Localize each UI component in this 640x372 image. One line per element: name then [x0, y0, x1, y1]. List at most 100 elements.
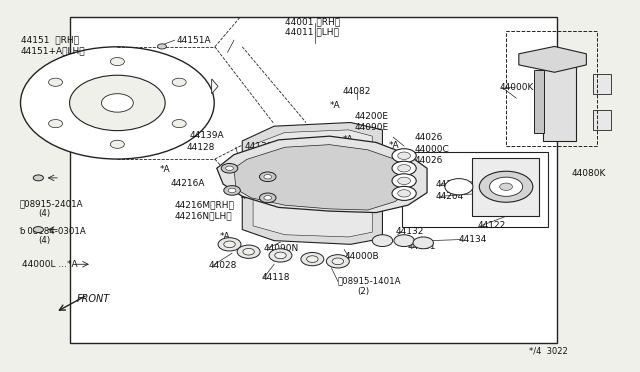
Circle shape: [445, 179, 473, 195]
Circle shape: [243, 248, 254, 255]
FancyBboxPatch shape: [70, 17, 557, 343]
Circle shape: [372, 235, 393, 247]
Circle shape: [394, 235, 414, 247]
Text: */4  3022: */4 3022: [529, 347, 568, 356]
Text: 44080K: 44080K: [572, 169, 606, 177]
Text: 44000L ...*A: 44000L ...*A: [22, 260, 77, 269]
Circle shape: [275, 252, 286, 259]
Circle shape: [392, 161, 416, 175]
Circle shape: [228, 188, 236, 193]
Text: *A: *A: [342, 135, 353, 144]
Circle shape: [226, 166, 234, 170]
Polygon shape: [234, 145, 406, 210]
Text: 44134: 44134: [459, 235, 487, 244]
Text: 44131: 44131: [408, 243, 436, 251]
Circle shape: [70, 75, 165, 131]
Circle shape: [237, 245, 260, 259]
Text: 44090E: 44090E: [355, 123, 389, 132]
Circle shape: [101, 94, 133, 112]
Text: 44000K: 44000K: [500, 83, 534, 92]
Text: 44118: 44118: [261, 273, 290, 282]
Circle shape: [157, 44, 166, 49]
Circle shape: [224, 186, 241, 195]
Text: 44216N〈LH〉: 44216N〈LH〉: [175, 212, 232, 221]
Circle shape: [110, 140, 124, 148]
Text: 44139: 44139: [241, 192, 269, 201]
Text: 44130: 44130: [436, 180, 465, 189]
Circle shape: [264, 174, 271, 179]
Circle shape: [392, 149, 416, 163]
FancyBboxPatch shape: [543, 63, 576, 141]
Circle shape: [259, 193, 276, 203]
Circle shape: [392, 174, 416, 188]
Circle shape: [110, 58, 124, 65]
Polygon shape: [212, 79, 218, 94]
Circle shape: [307, 256, 318, 262]
Text: *A: *A: [276, 196, 287, 205]
Circle shape: [413, 237, 433, 249]
Text: *A: *A: [417, 169, 428, 177]
Circle shape: [301, 253, 324, 266]
Text: 44139: 44139: [245, 142, 273, 151]
Text: 44011 〈LH〉: 44011 〈LH〉: [285, 27, 339, 36]
Circle shape: [479, 171, 533, 202]
Text: 44122: 44122: [478, 221, 506, 230]
Polygon shape: [253, 130, 372, 237]
Text: *A: *A: [159, 165, 170, 174]
Circle shape: [218, 238, 241, 251]
Text: 44216A: 44216A: [170, 179, 205, 187]
Circle shape: [259, 172, 276, 182]
Circle shape: [172, 119, 186, 128]
Circle shape: [392, 186, 416, 201]
Circle shape: [500, 183, 513, 190]
Text: (2): (2): [357, 287, 369, 296]
Circle shape: [49, 78, 63, 86]
Text: Ⓗ08915-1401A: Ⓗ08915-1401A: [338, 277, 401, 286]
Text: *A: *A: [220, 232, 230, 241]
Circle shape: [397, 177, 410, 185]
Polygon shape: [243, 122, 383, 244]
Circle shape: [326, 255, 349, 268]
FancyBboxPatch shape: [534, 70, 544, 133]
Polygon shape: [519, 46, 586, 72]
Text: 44139A: 44139A: [189, 131, 224, 140]
Circle shape: [49, 119, 63, 128]
Text: 44216M〈RH〉: 44216M〈RH〉: [175, 201, 235, 210]
Text: Ⓠ08915-2401A: Ⓠ08915-2401A: [19, 199, 83, 208]
Text: 44151  〈RH〉: 44151 〈RH〉: [20, 36, 79, 45]
Circle shape: [332, 258, 344, 264]
Text: *A: *A: [389, 141, 399, 150]
Text: 44132: 44132: [395, 227, 424, 235]
Text: 44200E: 44200E: [355, 112, 389, 121]
Text: 44151A: 44151A: [177, 36, 211, 45]
Text: 44026: 44026: [414, 133, 443, 142]
Text: *A: *A: [276, 151, 287, 160]
Text: 44001 〈RH〉: 44001 〈RH〉: [285, 17, 340, 26]
Circle shape: [397, 190, 410, 197]
Circle shape: [33, 175, 44, 181]
Text: 44128: 44128: [186, 143, 214, 152]
FancyBboxPatch shape: [401, 152, 548, 227]
Circle shape: [33, 227, 44, 232]
Circle shape: [221, 163, 238, 173]
FancyBboxPatch shape: [472, 158, 539, 216]
Text: 44151+A〈LH〉: 44151+A〈LH〉: [20, 47, 85, 56]
Text: (4): (4): [38, 209, 51, 218]
Text: 44028: 44028: [209, 261, 237, 270]
Circle shape: [172, 78, 186, 86]
Circle shape: [397, 152, 410, 160]
Circle shape: [397, 164, 410, 172]
Circle shape: [20, 47, 214, 159]
Text: *A: *A: [383, 190, 393, 199]
Circle shape: [269, 249, 292, 262]
Text: ␢ 08184-0301A: ␢ 08184-0301A: [19, 227, 86, 235]
Text: 44204: 44204: [436, 192, 464, 201]
Polygon shape: [217, 136, 427, 212]
FancyBboxPatch shape: [593, 74, 611, 94]
FancyBboxPatch shape: [593, 110, 611, 130]
Text: *A: *A: [330, 101, 340, 110]
Text: 44090N: 44090N: [264, 244, 299, 253]
Text: 44000C: 44000C: [414, 145, 449, 154]
Text: 44082: 44082: [342, 87, 371, 96]
Text: 44026: 44026: [414, 156, 443, 166]
